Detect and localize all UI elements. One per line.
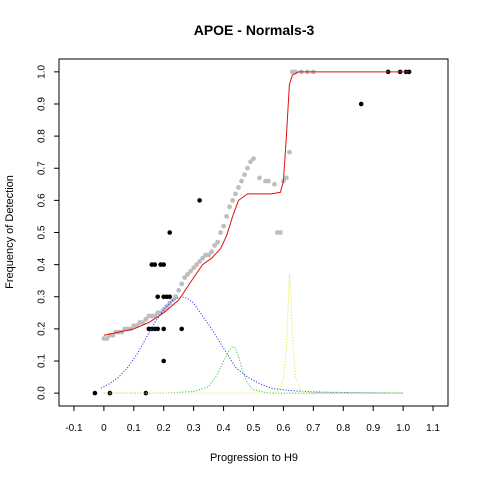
observed-point-9 — [161, 358, 166, 364]
x-tick-label-1: 0 — [101, 423, 107, 434]
x-tick-label-3: 0.2 — [157, 423, 171, 434]
y-tick-label-5: 0.5 — [37, 225, 48, 239]
series-smoothed — [101, 69, 316, 341]
smoothed-point-1 — [104, 336, 110, 341]
smoothed-point-45 — [236, 185, 241, 190]
observed-point-16 — [152, 262, 158, 267]
x-axis: -0.1 0 0.1 0.2 0.3 0.4 0.5 0.6 0.7 0.8 0.9 1.0 1.1 — [65, 406, 440, 434]
observed-point-25 — [406, 69, 412, 75]
observed-point-19 — [167, 230, 172, 235]
x-tick-label-10: 0.9 — [366, 423, 380, 434]
observed-point-18 — [161, 262, 166, 267]
smoothed-point-40 — [221, 223, 227, 229]
smoothed-point-38 — [215, 239, 221, 245]
observed-point-2 — [143, 390, 149, 396]
smoothed-point-14 — [143, 316, 149, 322]
smoothed-point-17 — [152, 313, 158, 319]
smoothed-point-24 — [173, 294, 179, 300]
smoothed-point-48 — [245, 165, 250, 171]
y-axis-label: Frequency of Detection — [4, 175, 16, 289]
y-tick-label-7: 0.7 — [37, 161, 48, 175]
y-tick-label-10: 1.0 — [37, 65, 48, 79]
y-tick-label-1: 0.1 — [37, 354, 48, 368]
smoothed-point-44 — [233, 191, 238, 197]
smoothed-point-31 — [194, 262, 200, 267]
y-tick-label-9: 0.9 — [37, 97, 48, 111]
smoothed-point-51 — [257, 175, 262, 181]
y-tick-label-4: 0.4 — [37, 257, 48, 271]
observed-point-6 — [155, 326, 160, 332]
smoothed-point-41 — [224, 214, 230, 219]
x-tick-label-6: 0.5 — [247, 423, 261, 434]
y-tick-label-0: 0.0 — [37, 386, 48, 400]
observed-point-13 — [167, 294, 172, 300]
x-tick-label-8: 0.7 — [306, 423, 320, 434]
observed-point-10 — [155, 294, 160, 300]
smoothed-point-53 — [266, 178, 271, 184]
smoothed-point-28 — [185, 271, 191, 277]
smoothed-point-50 — [251, 156, 256, 162]
x-tick-label-0: -0.1 — [65, 423, 83, 434]
x-tick-label-5: 0.4 — [217, 423, 231, 434]
observed-point-20 — [197, 198, 202, 203]
x-tick-label-7: 0.6 — [276, 423, 290, 434]
smoothed-point-30 — [191, 265, 197, 271]
y-tick-label-3: 0.3 — [37, 289, 48, 303]
smoothed-point-54 — [272, 181, 277, 187]
smoothed-point-42 — [227, 204, 233, 210]
smoothed-point-35 — [206, 252, 212, 258]
y-tick-label-6: 0.6 — [37, 193, 48, 207]
smoothed-point-56 — [278, 230, 283, 235]
observed-point-21 — [358, 101, 364, 107]
smoothed-point-36 — [209, 249, 215, 255]
series-observed — [92, 69, 412, 396]
smoothed-point-33 — [200, 255, 206, 261]
x-tick-label-4: 0.3 — [187, 423, 201, 434]
y-axis: 0.0 0.1 0.2 0.3 0.4 0.5 0.6 0.7 0.8 0.9 1.0 — [37, 65, 59, 400]
smoothed-point-46 — [239, 178, 244, 184]
observed-point-0 — [92, 390, 98, 396]
smoothed-point-27 — [182, 275, 188, 280]
y-tick-label-8: 0.8 — [37, 129, 48, 143]
chart-title: APOE - Normals-3 — [194, 22, 315, 38]
component_1-line — [100, 296, 404, 394]
x-tick-label-9: 0.8 — [336, 423, 350, 434]
smoothed-point-47 — [242, 172, 247, 178]
smoothed-point-13 — [140, 320, 146, 325]
observed-point-7 — [161, 326, 166, 332]
plot-frame — [58, 58, 449, 407]
smoothed-point-43 — [230, 198, 236, 203]
smoothed-point-37 — [212, 243, 218, 248]
smoothed-point-49 — [248, 159, 253, 165]
smoothed-point-39 — [218, 230, 224, 235]
fit-line — [103, 71, 410, 336]
x-tick-label-12: 1.1 — [426, 423, 440, 434]
smoothed-point-25 — [176, 287, 182, 293]
smoothed-point-58 — [284, 175, 289, 181]
component_3-line — [103, 274, 404, 394]
observed-point-8 — [179, 326, 184, 332]
x-axis-label: Progression to H9 — [210, 452, 298, 464]
x-tick-label-11: 1.0 — [396, 423, 410, 434]
smoothed-point-29 — [188, 268, 194, 274]
smoothed-point-59 — [287, 149, 292, 155]
component_2-line — [103, 345, 404, 394]
smoothed-point-32 — [197, 259, 203, 264]
x-tick-label-2: 0.1 — [127, 423, 141, 434]
y-tick-label-2: 0.2 — [37, 322, 48, 336]
series-layer — [92, 69, 412, 396]
smoothed-point-26 — [179, 281, 185, 287]
